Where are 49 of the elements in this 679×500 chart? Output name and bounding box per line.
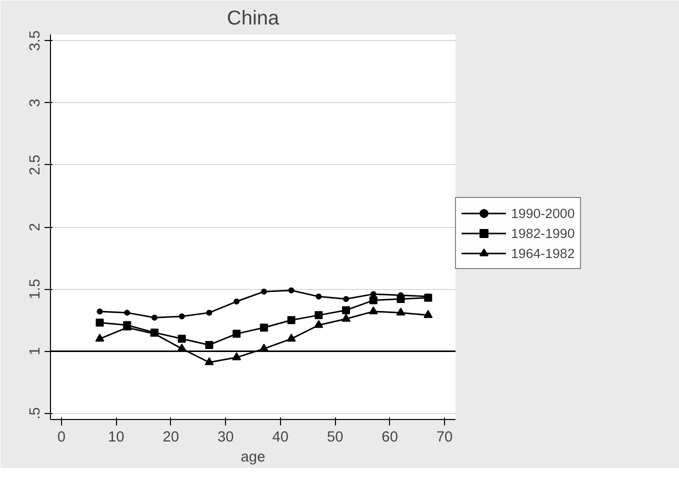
x-tick-label: 50 [326, 430, 344, 446]
point [287, 316, 296, 324]
point [343, 296, 350, 302]
point [396, 308, 406, 316]
point [288, 287, 294, 294]
point [368, 306, 378, 314]
x-tick-label: 10 [108, 430, 124, 446]
y-tick-label: .5 [28, 407, 44, 420]
point [95, 334, 104, 342]
point [424, 310, 433, 318]
x-tick-label: 20 [162, 430, 180, 446]
legend-label: 1964-1982 [511, 246, 575, 260]
point [260, 324, 268, 332]
chart-title: China [226, 8, 280, 30]
y-tick-label: 2 [28, 222, 44, 232]
x-tick-label: 70 [436, 430, 453, 446]
point [286, 334, 296, 342]
legend-label: 1982-1990 [511, 226, 575, 240]
point [206, 310, 212, 316]
point [260, 288, 267, 295]
y-tick-label: 1 [28, 347, 44, 356]
y-tick-label: 3 [28, 98, 44, 107]
point [178, 334, 186, 343]
point [178, 313, 185, 320]
point [314, 311, 323, 320]
point [232, 330, 241, 338]
x-axis-title: age [240, 450, 266, 466]
point [369, 296, 378, 304]
point [316, 294, 322, 300]
point [96, 308, 103, 314]
point [205, 340, 214, 349]
point [342, 306, 350, 314]
x-tick-label: 40 [272, 430, 289, 446]
point [342, 314, 351, 322]
point [96, 318, 104, 327]
y-tick-label: 2.5 [28, 154, 44, 176]
legend-label: 1990-2000 [511, 206, 575, 220]
y-tick-label: 1.5 [28, 278, 44, 300]
point [234, 298, 240, 305]
point [124, 310, 130, 316]
point [151, 314, 158, 321]
x-tick-label: 0 [57, 430, 66, 446]
point [232, 352, 242, 360]
point [314, 320, 324, 328]
x-tick-label: 30 [217, 430, 234, 446]
point [396, 295, 405, 304]
x-tick-label: 60 [382, 430, 398, 446]
y-tick-label: 3.5 [28, 30, 44, 51]
point [204, 357, 214, 366]
